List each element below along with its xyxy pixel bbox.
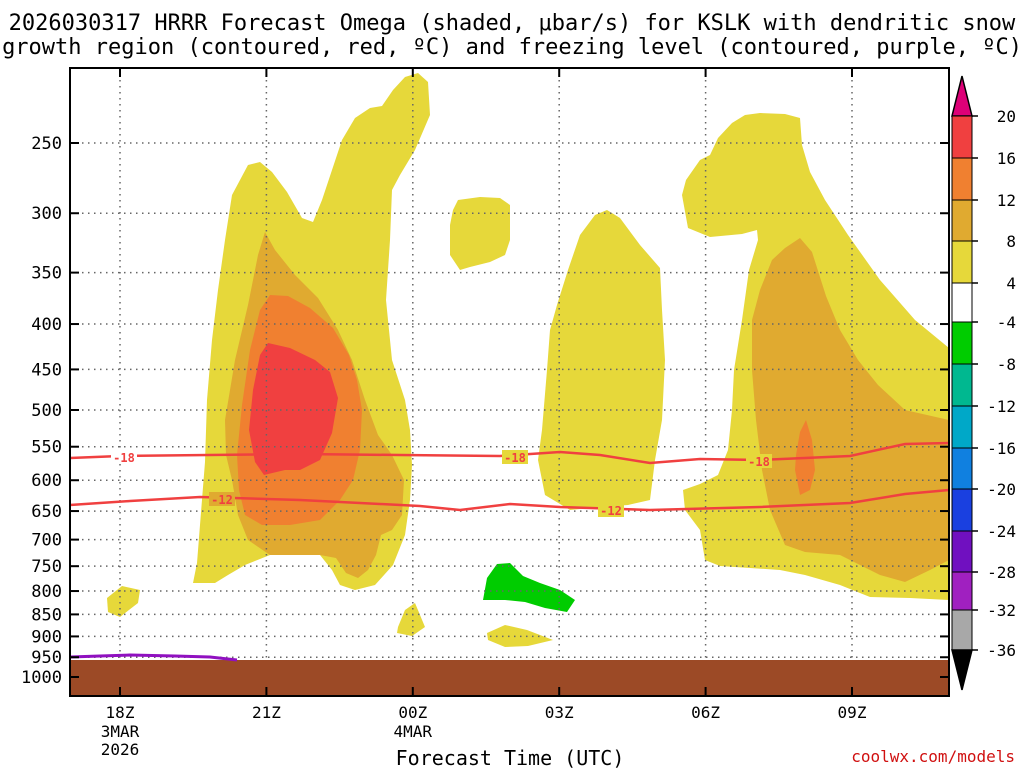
label-bg xyxy=(746,454,772,468)
y-tick-label: 650 xyxy=(31,502,62,522)
y-tick-label: 400 xyxy=(31,315,62,335)
colorbar-swatch xyxy=(951,571,973,611)
credit-text: coolwx.com/models xyxy=(851,747,1015,766)
x-tick-label: 18Z xyxy=(106,703,135,722)
x-tick-date: 3MAR xyxy=(101,722,140,741)
y-tick-label: 950 xyxy=(31,648,62,668)
colorbar-label: -28 xyxy=(987,563,1016,582)
colorbar-label: -32 xyxy=(987,601,1016,620)
y-tick-label: 250 xyxy=(31,134,62,154)
omega-region-4-8-small-left xyxy=(107,586,140,617)
y-tick-label: 550 xyxy=(31,438,62,458)
colorbar-swatch xyxy=(951,363,973,407)
isotherm-label: -12 xyxy=(600,504,622,518)
colorbar: 20 16 12 8 4 -4 -8 -12 -16 -20 -24 -28 -32 -36 xyxy=(951,75,1016,691)
y-tick-label: 350 xyxy=(31,264,62,284)
colorbar-label: -4 xyxy=(997,313,1016,332)
chart-title-line1: 2026030317 HRRR Forecast Omega (shaded, … xyxy=(9,11,1016,36)
colorbar-swatch xyxy=(951,488,973,532)
y-tick-label: 450 xyxy=(31,360,62,380)
y-tick-label: 300 xyxy=(31,204,62,224)
freezing-level-0c xyxy=(69,653,238,662)
colorbar-label: 8 xyxy=(1006,232,1016,251)
label-bg xyxy=(502,450,528,464)
colorbar-swatch xyxy=(951,321,973,365)
x-tick-label: 06Z xyxy=(691,703,720,722)
isotherm-label: -18 xyxy=(748,455,770,469)
colorbar-label: -16 xyxy=(987,439,1016,458)
colorbar-swatch xyxy=(951,609,973,651)
label-bg xyxy=(111,450,137,464)
isotherm-label: -12 xyxy=(211,493,233,507)
colorbar-swatch xyxy=(951,199,973,242)
colorbar-label: 16 xyxy=(997,149,1016,168)
label-bg xyxy=(598,503,624,517)
grid-lines xyxy=(70,68,949,696)
x-tick-label: 21Z xyxy=(252,703,281,722)
colorbar-label: 12 xyxy=(997,191,1016,210)
omega-region-4-8-middle xyxy=(538,210,665,510)
colorbar-swatch xyxy=(951,240,973,284)
plot-area: -18 -18 -18 -12 -12 xyxy=(69,67,950,697)
colorbar-label: -12 xyxy=(987,397,1016,416)
isotherm-label: -18 xyxy=(113,451,135,465)
x-tick-date: 4MAR xyxy=(394,722,433,741)
colorbar-swatch xyxy=(951,530,973,573)
isotherm-label: -18 xyxy=(504,451,526,465)
chart-title-line2: growth region (contoured, red, ºC) and f… xyxy=(2,35,1022,60)
colorbar-label: -8 xyxy=(997,355,1016,374)
colorbar-label: 4 xyxy=(1006,274,1016,293)
colorbar-label: -24 xyxy=(987,522,1016,541)
x-axis-title: Forecast Time (UTC) xyxy=(396,746,625,768)
omega-region-4-8-small-bottom xyxy=(397,603,425,636)
x-tick-label: 03Z xyxy=(545,703,574,722)
y-tick-label: 800 xyxy=(31,582,62,602)
colorbar-cap-bottom xyxy=(951,649,973,691)
terrain xyxy=(70,660,949,696)
x-tick-label: 09Z xyxy=(838,703,867,722)
y-tick-label: 900 xyxy=(31,627,62,647)
colorbar-swatch xyxy=(951,157,973,201)
colorbar-swatch xyxy=(951,282,973,323)
y-tick-label: 750 xyxy=(31,557,62,577)
omega-region-4-8-upper-cell xyxy=(450,197,510,270)
x-tick-year: 2026 xyxy=(101,740,140,759)
y-tick-label: 500 xyxy=(31,401,62,421)
y-tick-label: 1000 xyxy=(21,668,62,688)
y-axis: 2503003504004505005506006507007508008509… xyxy=(21,134,949,688)
x-tick-label: 00Z xyxy=(398,703,427,722)
y-tick-label: 700 xyxy=(31,531,62,551)
omega-region-negative-4-8-green xyxy=(483,563,575,612)
colorbar-label: 20 xyxy=(997,107,1016,126)
isotherm-minus18 xyxy=(69,441,950,465)
isotherm-labels: -18 -18 -18 -12 -12 xyxy=(111,450,772,518)
y-tick-label: 850 xyxy=(31,605,62,625)
colorbar-label: -36 xyxy=(987,641,1016,660)
colorbar-cap-top xyxy=(951,75,973,117)
plot-frame xyxy=(69,67,950,697)
colorbar-swatch xyxy=(951,115,973,159)
omega-region-16-20-left xyxy=(249,343,338,475)
colorbar-swatch xyxy=(951,405,973,449)
y-tick-label: 600 xyxy=(31,471,62,491)
label-bg xyxy=(209,492,235,506)
colorbar-swatch xyxy=(951,447,973,490)
colorbar-label: -20 xyxy=(987,480,1016,499)
